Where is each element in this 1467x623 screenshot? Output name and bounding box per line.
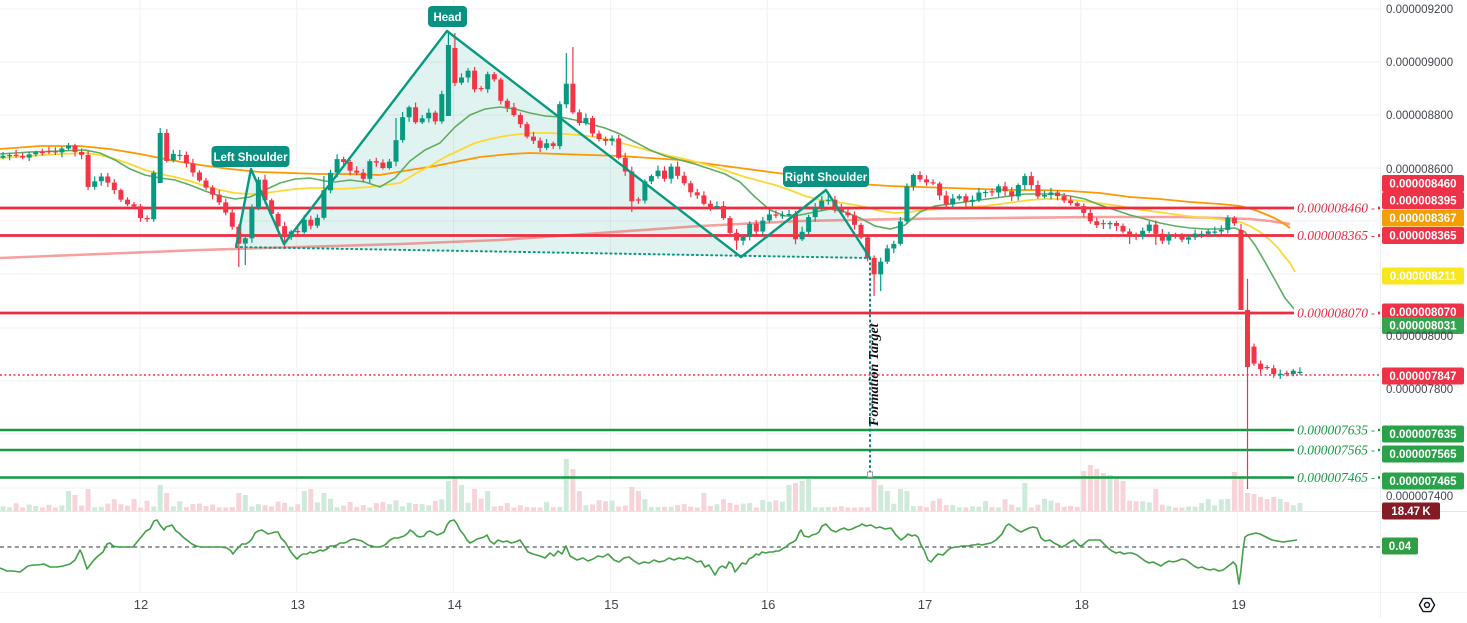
svg-text:0.000008365: 0.000008365 [1297, 228, 1368, 243]
svg-text:0.000008000: 0.000008000 [1386, 331, 1453, 343]
svg-text:13: 13 [291, 597, 305, 612]
svg-text:-: - [1371, 201, 1375, 215]
svg-text:0.000007847: 0.000007847 [1389, 371, 1456, 383]
svg-text:19: 19 [1231, 597, 1245, 612]
svg-text:15: 15 [604, 597, 618, 612]
svg-text:Right Shoulder: Right Shoulder [785, 172, 868, 184]
svg-text:0.000008365: 0.000008365 [1389, 231, 1457, 243]
svg-text:0.000008211: 0.000008211 [1390, 271, 1457, 283]
svg-text:-: - [1371, 443, 1375, 457]
svg-text:18.47 K: 18.47 K [1391, 506, 1431, 518]
svg-text:0.000008800: 0.000008800 [1386, 110, 1453, 122]
svg-text:17: 17 [918, 597, 932, 612]
svg-text:0.000007465: 0.000007465 [1389, 476, 1457, 488]
svg-text:0.000007635: 0.000007635 [1389, 429, 1457, 441]
svg-text:0.000007800: 0.000007800 [1386, 384, 1453, 396]
svg-text:-: - [1371, 229, 1375, 243]
svg-text:18: 18 [1075, 597, 1089, 612]
svg-text:0.000008070: 0.000008070 [1297, 306, 1368, 321]
svg-text:16: 16 [761, 597, 775, 612]
svg-text:0.000007635: 0.000007635 [1297, 423, 1368, 438]
svg-text:-: - [1371, 471, 1375, 485]
svg-text:Head: Head [433, 12, 461, 24]
svg-text:0.000008031: 0.000008031 [1389, 321, 1457, 333]
svg-text:Formation Target: Formation Target [867, 322, 882, 427]
svg-text:-: - [1371, 423, 1375, 437]
svg-text:0.000008460: 0.000008460 [1297, 201, 1368, 216]
svg-text:0.000008460: 0.000008460 [1389, 179, 1456, 191]
svg-text:0.000007400: 0.000007400 [1386, 491, 1453, 503]
svg-text:0.000008367: 0.000008367 [1389, 213, 1456, 225]
svg-text:0.000008395: 0.000008395 [1389, 196, 1457, 208]
svg-text:0.000007565: 0.000007565 [1297, 443, 1368, 458]
svg-text:14: 14 [447, 597, 461, 612]
svg-text:0.000007565: 0.000007565 [1389, 449, 1457, 461]
svg-text:12: 12 [134, 597, 148, 612]
svg-text:0.000007465: 0.000007465 [1297, 470, 1368, 485]
svg-text:0.000008070: 0.000008070 [1389, 307, 1456, 319]
svg-text:0.000009000: 0.000009000 [1386, 57, 1453, 69]
svg-text:0.000008600: 0.000008600 [1386, 164, 1453, 176]
svg-text:Left Shoulder: Left Shoulder [213, 152, 288, 164]
svg-text:0.04: 0.04 [1389, 541, 1412, 553]
svg-text:-: - [1371, 306, 1375, 320]
svg-text:0.000009200: 0.000009200 [1386, 4, 1453, 16]
